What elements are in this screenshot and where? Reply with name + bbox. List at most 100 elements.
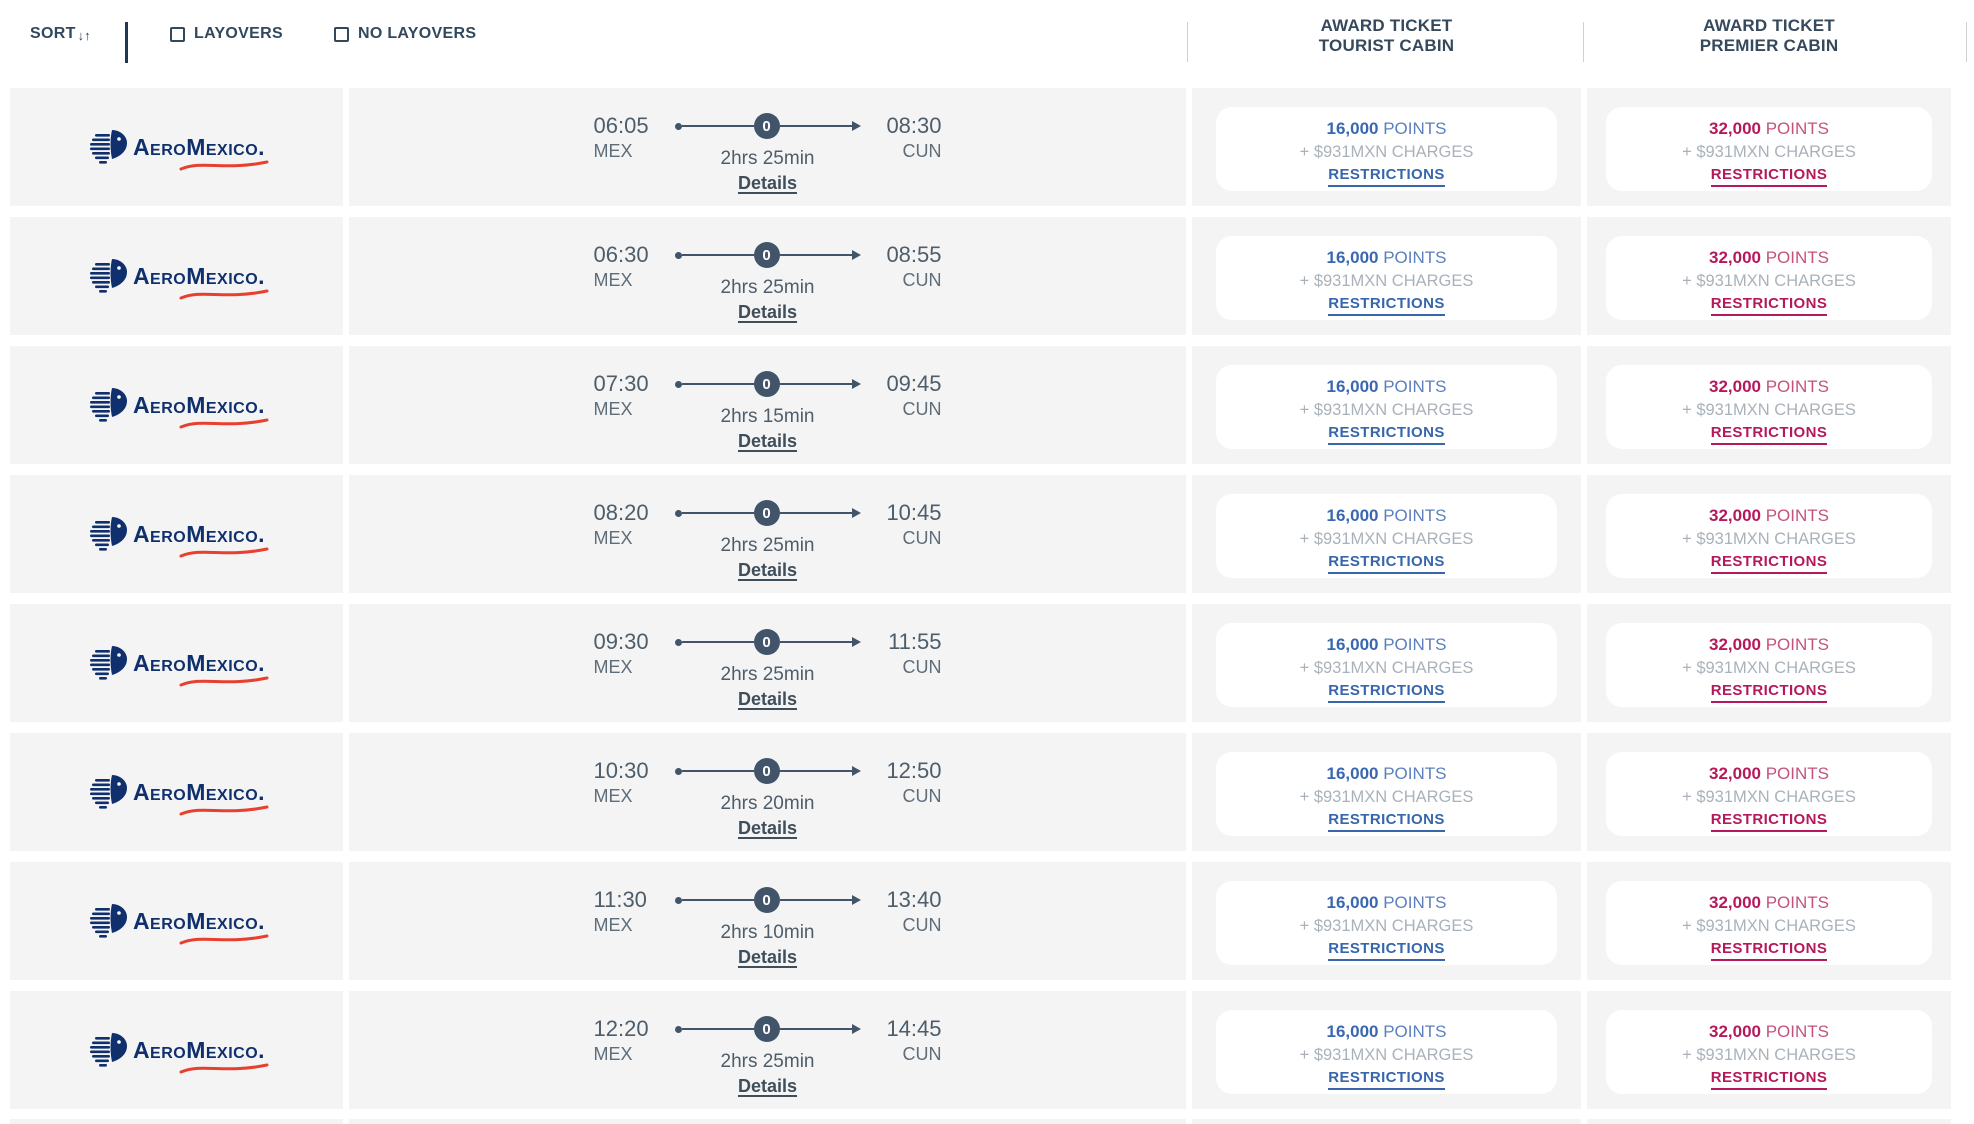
filter-no-layovers[interactable]: NO LAYOVERS: [334, 25, 476, 43]
timeline-origin-dot: [674, 122, 682, 130]
details-link[interactable]: Details: [737, 302, 798, 322]
premier-restrictions-link[interactable]: RESTRICTIONS: [1710, 940, 1828, 961]
aeromexico-eagle-icon: [89, 259, 127, 293]
arrival-block: 10:45 CUN: [878, 500, 941, 593]
premier-award-box[interactable]: 32,000 POINTS + $931MXN CHARGES RESTRICT…: [1606, 1010, 1932, 1094]
details-link[interactable]: Details: [737, 1076, 798, 1096]
airline-cell: AeroMexico.: [10, 733, 343, 851]
arrival-block: 12:50 CUN: [878, 758, 942, 851]
itinerary-block: 0 2hrs 10min Details: [672, 887, 864, 980]
premier-award-cell: 32,000 POINTS + $931MXN CHARGES RESTRICT…: [1587, 88, 1951, 206]
tourist-charges: + $931MXN CHARGES: [1299, 530, 1474, 548]
tourist-restrictions-link[interactable]: RESTRICTIONS: [1328, 166, 1445, 187]
flight-timeline: 0: [674, 1016, 861, 1042]
premier-points-value: 32,000: [1708, 119, 1761, 138]
timeline-line: [779, 641, 852, 643]
tourist-restrictions-link[interactable]: RESTRICTIONS: [1328, 811, 1445, 832]
departure-block: 06:05 MEX: [594, 113, 658, 206]
layovers-checkbox[interactable]: [170, 26, 185, 42]
airline-cell: AeroMexico.: [10, 475, 343, 593]
premier-points-line: 32,000 POINTS: [1606, 494, 1932, 526]
flight-row: AeroMexico. 09:30 MEX 0 2hrs 25min: [10, 604, 1974, 722]
premier-charges: + $931MXN CHARGES: [1682, 788, 1856, 806]
tourist-award-box[interactable]: 16,000 POINTS + $931MXN CHARGES RESTRICT…: [1216, 881, 1557, 965]
timeline-arrow-icon: [851, 379, 861, 389]
aeromexico-eagle-icon: [89, 775, 127, 809]
premier-award-box[interactable]: 32,000 POINTS + $931MXN CHARGES RESTRICT…: [1606, 236, 1932, 320]
tourist-restrictions-link[interactable]: RESTRICTIONS: [1328, 1069, 1445, 1090]
tourist-points-line: 16,000 POINTS: [1216, 881, 1557, 913]
tourist-points-value: 16,000: [1326, 1022, 1379, 1041]
details-link[interactable]: Details: [737, 947, 798, 967]
details-link[interactable]: Details: [737, 560, 798, 580]
premier-restrictions-link[interactable]: RESTRICTIONS: [1710, 295, 1828, 316]
premier-restrictions-link[interactable]: RESTRICTIONS: [1710, 682, 1828, 703]
premier-award-box[interactable]: 32,000 POINTS + $931MXN CHARGES RESTRICT…: [1606, 881, 1932, 965]
tourist-restrictions-link[interactable]: RESTRICTIONS: [1328, 295, 1445, 316]
no-layovers-checkbox[interactable]: [334, 26, 349, 42]
itinerary-block: 0 2hrs 25min Details: [672, 113, 864, 206]
tourist-award-cell: 16,000 POINTS + $931MXN CHARGES RESTRICT…: [1192, 733, 1581, 851]
tourist-restrictions-link[interactable]: RESTRICTIONS: [1328, 553, 1445, 574]
premier-restrictions-link[interactable]: RESTRICTIONS: [1710, 424, 1828, 445]
tourist-points-value: 16,000: [1326, 635, 1379, 654]
sort-control[interactable]: SORT ↓↑: [30, 25, 91, 43]
flight-info-cell: 11:30 MEX 0 2hrs 10min Details 13:40 CUN: [349, 862, 1186, 980]
logo-swoosh: [179, 805, 269, 816]
details-link[interactable]: Details: [737, 818, 798, 838]
premier-charges: + $931MXN CHARGES: [1682, 143, 1856, 161]
tourist-restrictions-link[interactable]: RESTRICTIONS: [1328, 940, 1445, 961]
airline-cell: AeroMexico.: [10, 862, 343, 980]
arrival-time: 09:45: [886, 371, 942, 396]
flight-info-cell: 06:30 MEX 0 2hrs 25min Details 08:55 CUN: [349, 217, 1186, 335]
departure-time: 06:05: [593, 113, 649, 138]
airline-cell: AeroMexico.: [10, 217, 343, 335]
details-link[interactable]: Details: [737, 431, 798, 451]
departure-block: 08:20 MEX: [594, 500, 658, 593]
premier-points-value: 32,000: [1708, 893, 1761, 912]
tourist-award-box[interactable]: 16,000 POINTS + $931MXN CHARGES RESTRICT…: [1216, 623, 1557, 707]
timeline-line: [779, 254, 852, 256]
tourist-charges: + $931MXN CHARGES: [1299, 272, 1474, 290]
premier-award-box[interactable]: 32,000 POINTS + $931MXN CHARGES RESTRICT…: [1606, 623, 1932, 707]
arrival-airport: CUN: [902, 786, 942, 806]
flight-info-cell: 08:20 MEX 0 2hrs 25min Details 10:45 CUN: [349, 475, 1186, 593]
premier-award-box[interactable]: 32,000 POINTS + $931MXN CHARGES RESTRICT…: [1606, 365, 1932, 449]
premier-charges: + $931MXN CHARGES: [1682, 917, 1856, 935]
tourist-award-box[interactable]: 16,000 POINTS + $931MXN CHARGES RESTRICT…: [1216, 752, 1557, 836]
timeline-origin-dot: [674, 380, 682, 388]
tourist-award-box[interactable]: 16,000 POINTS + $931MXN CHARGES RESTRICT…: [1216, 236, 1557, 320]
details-link[interactable]: Details: [737, 689, 798, 709]
tourist-award-box[interactable]: 16,000 POINTS + $931MXN CHARGES RESTRICT…: [1216, 494, 1557, 578]
tourist-charges: + $931MXN CHARGES: [1299, 659, 1474, 677]
filter-layovers[interactable]: LAYOVERS: [170, 25, 283, 43]
airline-wordmark: AeroMexico.: [132, 908, 266, 934]
tourist-restrictions-link[interactable]: RESTRICTIONS: [1328, 682, 1445, 703]
arrival-block: 13:40 CUN: [878, 887, 941, 980]
premier-award-box[interactable]: 32,000 POINTS + $931MXN CHARGES RESTRICT…: [1606, 494, 1932, 578]
premier-restrictions-link[interactable]: RESTRICTIONS: [1710, 1069, 1828, 1090]
aeromexico-eagle-icon: [89, 130, 127, 164]
flight-duration: 2hrs 20min: [720, 793, 815, 814]
premier-restrictions-link[interactable]: RESTRICTIONS: [1710, 166, 1828, 187]
tourist-award-box[interactable]: 16,000 POINTS + $931MXN CHARGES RESTRICT…: [1216, 107, 1557, 191]
tourist-award-cell: 16,000 POINTS + $931MXN CHARGES RESTRICT…: [1192, 346, 1581, 464]
airline-wordmark: AeroMexico.: [132, 521, 266, 547]
premier-award-box[interactable]: 32,000 POINTS + $931MXN CHARGES RESTRICT…: [1606, 107, 1932, 191]
tourist-award-box[interactable]: 16,000 POINTS + $931MXN CHARGES RESTRICT…: [1216, 1010, 1557, 1094]
tourist-points-line: 16,000 POINTS: [1216, 494, 1557, 526]
departure-block: 07:30 MEX: [594, 371, 658, 464]
tourist-points-line: 16,000 POINTS: [1216, 1010, 1557, 1042]
tourist-restrictions-link[interactable]: RESTRICTIONS: [1328, 424, 1445, 445]
details-link[interactable]: Details: [737, 173, 798, 193]
premier-restrictions-link[interactable]: RESTRICTIONS: [1710, 811, 1828, 832]
airline-wordmark: AeroMexico.: [132, 779, 266, 805]
premier-restrictions-link[interactable]: RESTRICTIONS: [1710, 553, 1828, 574]
tourist-award-box[interactable]: 16,000 POINTS + $931MXN CHARGES RESTRICT…: [1216, 365, 1557, 449]
timeline-arrow-icon: [851, 121, 861, 131]
timeline-line: [681, 899, 754, 901]
premier-award-box[interactable]: 32,000 POINTS + $931MXN CHARGES RESTRICT…: [1606, 752, 1932, 836]
flight-timeline: 0: [674, 113, 861, 139]
logo-swoosh: [179, 934, 269, 945]
timeline-line: [779, 1028, 852, 1030]
